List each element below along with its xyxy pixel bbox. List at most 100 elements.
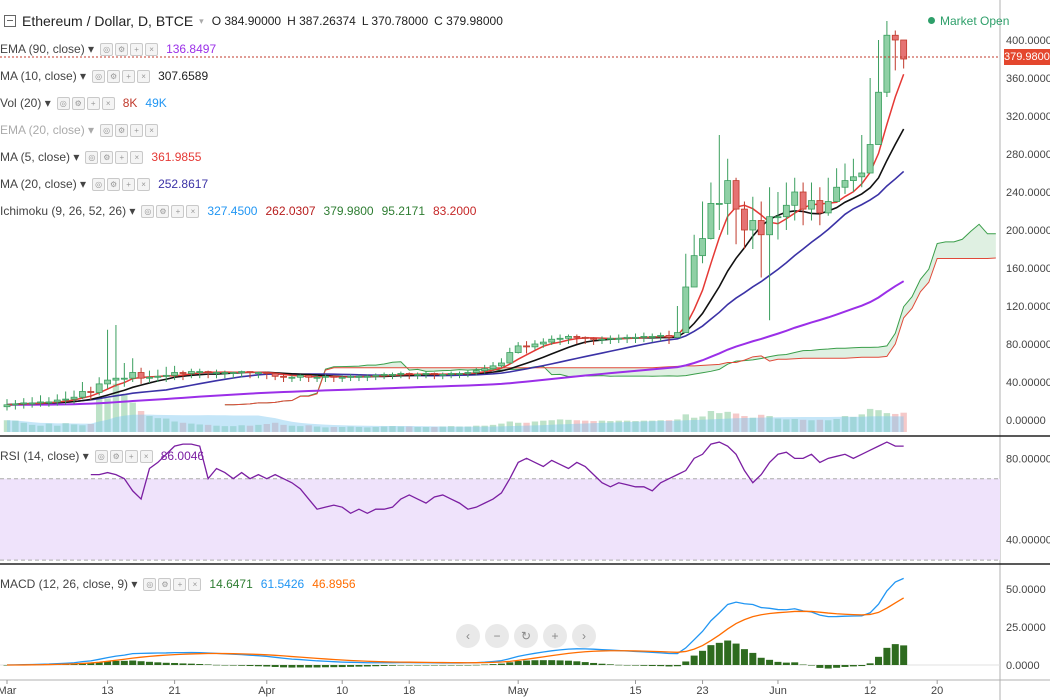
collapse-icon[interactable] bbox=[4, 15, 16, 27]
indicator-controls[interactable]: ◎ ⚙ + × bbox=[143, 577, 202, 591]
settings-icon[interactable]: ⚙ bbox=[156, 204, 170, 218]
volume-bar bbox=[615, 420, 622, 432]
settings-icon[interactable]: ⚙ bbox=[107, 69, 121, 83]
indicator-name[interactable]: MA (20, close) ▾ bbox=[0, 177, 87, 191]
indicator-controls[interactable]: ◎ ⚙ + × bbox=[85, 150, 144, 164]
indicator-controls[interactable]: ◎ ⚙ + × bbox=[92, 177, 151, 191]
close-icon[interactable]: × bbox=[139, 449, 153, 463]
volume-bar bbox=[774, 418, 782, 432]
indicator-controls[interactable]: ◎ ⚙ + × bbox=[100, 123, 159, 137]
volume-bar bbox=[221, 426, 229, 432]
indicator-name[interactable]: EMA (90, close) ▾ bbox=[0, 42, 95, 56]
time-tick-label: Jun bbox=[769, 685, 787, 697]
add-icon[interactable]: + bbox=[173, 577, 187, 591]
macd-signal-line bbox=[6, 597, 904, 666]
add-icon[interactable]: + bbox=[171, 204, 185, 218]
close-icon[interactable]: × bbox=[137, 69, 151, 83]
indicator-controls[interactable]: ◎ ⚙ + × bbox=[100, 42, 159, 56]
volume-bar bbox=[582, 420, 589, 432]
indicator-name[interactable]: Ichimoku (9, 26, 52, 26) ▾ bbox=[0, 204, 136, 218]
indicator-controls[interactable]: ◎ ⚙ + × bbox=[56, 96, 115, 110]
add-icon[interactable]: + bbox=[130, 42, 144, 56]
close-icon[interactable]: × bbox=[186, 204, 200, 218]
indicator-value: 95.2171 bbox=[381, 204, 425, 218]
indicator-name[interactable]: MA (5, close) ▾ bbox=[0, 150, 80, 164]
macd-tick-label: 0.0000 bbox=[1006, 660, 1040, 672]
rsi-tick-label: 40.00000 bbox=[1006, 535, 1050, 547]
eye-icon[interactable]: ◎ bbox=[56, 96, 70, 110]
volume-bar bbox=[590, 421, 597, 432]
candle bbox=[347, 375, 354, 378]
indicator-name[interactable]: EMA (20, close) ▾ bbox=[0, 123, 95, 137]
indicator-controls[interactable]: ◎ ⚙ + × bbox=[94, 449, 153, 463]
add-icon[interactable]: + bbox=[122, 177, 136, 191]
macd-hist-bar bbox=[573, 661, 581, 665]
add-icon[interactable]: + bbox=[124, 449, 138, 463]
eye-icon[interactable]: ◎ bbox=[92, 69, 106, 83]
candle bbox=[849, 176, 857, 182]
add-icon[interactable]: + bbox=[130, 123, 144, 137]
reset-icon[interactable]: ↻ bbox=[514, 624, 538, 648]
zoom-out-icon[interactable]: − bbox=[485, 624, 509, 648]
indicator-name[interactable]: MA (10, close) ▾ bbox=[0, 69, 87, 83]
settings-icon[interactable]: ⚙ bbox=[158, 577, 172, 591]
close-icon[interactable]: × bbox=[145, 123, 159, 137]
eye-icon[interactable]: ◎ bbox=[94, 449, 108, 463]
candle bbox=[858, 172, 866, 178]
legend-rsi_legend: RSI (14, close) ▾ ◎ ⚙ + × 86.0046 bbox=[0, 447, 212, 465]
time-tick-label: 15 bbox=[629, 685, 641, 697]
close-icon[interactable]: × bbox=[188, 577, 202, 591]
candle bbox=[120, 377, 128, 380]
indicator-controls[interactable]: ◎ ⚙ + × bbox=[92, 69, 151, 83]
candle bbox=[45, 401, 53, 404]
close-icon[interactable]: × bbox=[137, 177, 151, 191]
indicator-value: 327.4500 bbox=[207, 204, 258, 218]
eye-icon[interactable]: ◎ bbox=[141, 204, 155, 218]
eye-icon[interactable]: ◎ bbox=[143, 577, 157, 591]
add-icon[interactable]: + bbox=[86, 96, 100, 110]
candle bbox=[3, 404, 11, 408]
dropdown-icon[interactable]: ▾ bbox=[199, 15, 204, 26]
volume-bar bbox=[171, 421, 178, 432]
indicator-name[interactable]: Vol (20) ▾ bbox=[0, 96, 51, 110]
candle bbox=[171, 372, 179, 376]
indicator-name[interactable]: RSI (14, close) ▾ bbox=[0, 449, 89, 463]
settings-icon[interactable]: ⚙ bbox=[100, 150, 114, 164]
settings-icon[interactable]: ⚙ bbox=[115, 42, 129, 56]
chevron-right-icon[interactable]: › bbox=[572, 624, 596, 648]
eye-icon[interactable]: ◎ bbox=[100, 123, 114, 137]
indicator-value: 307.6589 bbox=[158, 69, 209, 83]
volume-bar bbox=[188, 423, 195, 432]
settings-icon[interactable]: ⚙ bbox=[115, 123, 129, 137]
indicator-name[interactable]: MACD (12, 26, close, 9) ▾ bbox=[0, 577, 138, 591]
settings-icon[interactable]: ⚙ bbox=[107, 177, 121, 191]
indicator-value: 14.6471 bbox=[209, 577, 253, 591]
eye-icon[interactable]: ◎ bbox=[92, 177, 106, 191]
chevron-left-icon[interactable]: ‹ bbox=[456, 624, 480, 648]
add-icon[interactable]: + bbox=[122, 69, 136, 83]
macd-hist-bar bbox=[422, 665, 430, 666]
volume-bar bbox=[163, 418, 170, 432]
zoom-in-icon[interactable]: + bbox=[543, 624, 567, 648]
indicator-controls[interactable]: ◎ ⚙ + × bbox=[141, 204, 200, 218]
add-icon[interactable]: + bbox=[115, 150, 129, 164]
eye-icon[interactable]: ◎ bbox=[85, 150, 99, 164]
close-icon[interactable]: × bbox=[101, 96, 115, 110]
candle bbox=[380, 373, 388, 376]
candle bbox=[757, 220, 765, 236]
close-icon[interactable]: × bbox=[130, 150, 144, 164]
eye-icon[interactable]: ◎ bbox=[100, 42, 114, 56]
price-tick-label: 360.00000 bbox=[1006, 73, 1050, 85]
volume-bar bbox=[431, 426, 438, 432]
volume-bar bbox=[297, 426, 304, 432]
macd-hist-bar bbox=[280, 665, 288, 668]
volume-bar bbox=[271, 422, 279, 432]
settings-icon[interactable]: ⚙ bbox=[109, 449, 123, 463]
close-icon[interactable]: × bbox=[145, 42, 159, 56]
macd-hist-bar bbox=[313, 665, 321, 668]
price-tick-label: 160.00000 bbox=[1006, 263, 1050, 275]
settings-icon[interactable]: ⚙ bbox=[71, 96, 85, 110]
macd-hist-bar bbox=[296, 665, 304, 668]
candle bbox=[648, 335, 656, 338]
